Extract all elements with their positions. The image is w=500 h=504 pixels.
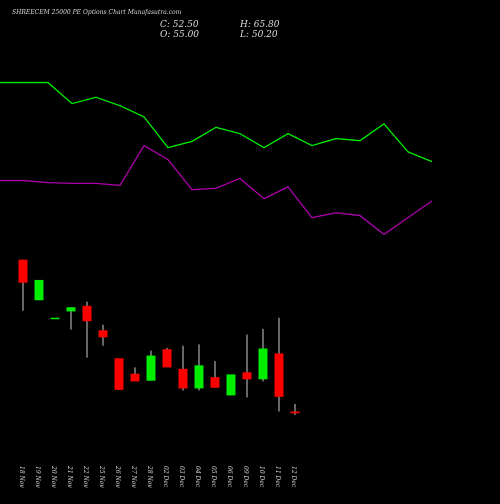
x-tick-label: 22 Nov bbox=[82, 465, 89, 488]
candle-body bbox=[242, 372, 252, 380]
x-tick-label: 05 Dec bbox=[210, 466, 217, 488]
x-tick-label: 27 Nov bbox=[130, 465, 137, 488]
candle-body bbox=[130, 373, 140, 382]
candle-body bbox=[98, 330, 108, 338]
indicator-line bbox=[0, 144, 433, 236]
candle-body bbox=[114, 358, 124, 390]
x-tick-label: 21 Nov bbox=[66, 465, 73, 488]
candle-body bbox=[258, 348, 268, 380]
x-tick-label: 09 Dec bbox=[242, 466, 249, 488]
chart-title: SHREECEM 25000 PE Options Chart Munafasu… bbox=[12, 9, 182, 16]
candle-body bbox=[34, 279, 44, 301]
candle-body bbox=[178, 368, 188, 389]
x-tick-label: 04 Dec bbox=[194, 466, 201, 488]
indicator-line bbox=[0, 81, 433, 163]
x-tick-label: 25 Nov bbox=[98, 465, 105, 488]
x-tick-label: 19 Nov bbox=[34, 466, 41, 488]
candle-body bbox=[194, 365, 204, 389]
candle-body bbox=[18, 259, 28, 283]
x-tick-label: 26 Nov bbox=[114, 465, 121, 488]
x-tick-label: 11 Dec bbox=[274, 466, 281, 488]
high-label: H: 65.80 bbox=[239, 20, 280, 30]
x-tick-label: 12 Dec bbox=[290, 466, 297, 488]
open-label: O: 55.00 bbox=[160, 30, 199, 40]
candle-body bbox=[146, 355, 156, 381]
candle-body bbox=[210, 377, 220, 388]
candle-body bbox=[162, 349, 172, 368]
candle-body bbox=[226, 374, 236, 396]
close-label: C: 52.50 bbox=[160, 20, 199, 30]
x-tick-label: 10 Dec bbox=[258, 466, 265, 488]
candle-body bbox=[290, 411, 300, 414]
x-tick-label: 20 Nov bbox=[50, 465, 57, 488]
low-label: L: 50.20 bbox=[239, 30, 278, 40]
candle-body bbox=[82, 305, 92, 322]
x-tick-label: 06 Dec bbox=[226, 466, 233, 488]
x-tick-label: 28 Nov bbox=[146, 465, 153, 488]
x-tick-label: 02 Dec bbox=[162, 466, 169, 488]
candle-body bbox=[66, 307, 76, 312]
x-tick-label: 18 Nov bbox=[18, 466, 25, 488]
candle-body bbox=[274, 353, 284, 397]
candle-body bbox=[50, 317, 60, 320]
x-tick-label: 03 Dec bbox=[178, 466, 185, 488]
